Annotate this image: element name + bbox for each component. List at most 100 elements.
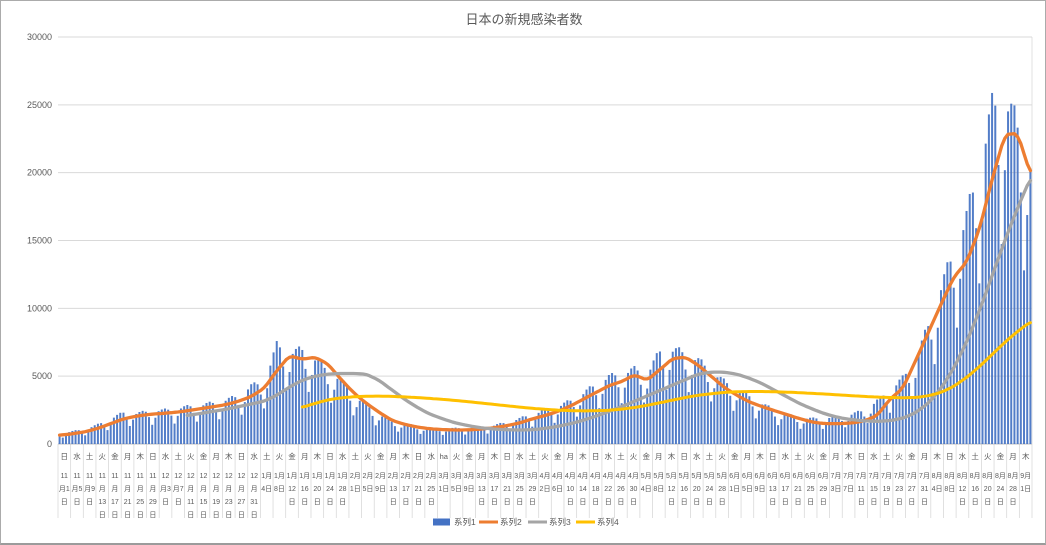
x-label-date-line: 13	[769, 486, 777, 493]
x-label-date-line: 日	[86, 498, 93, 506]
x-label-date-line: 2月	[375, 472, 386, 480]
x-label-weekday: 木	[579, 451, 587, 461]
x-label-date-line: 日	[567, 498, 574, 506]
x-label-date-line: 14	[579, 486, 587, 493]
x-label-date-line: 4日	[261, 485, 272, 493]
x-label-date-line: 3月	[527, 472, 538, 480]
x-label-date-line: 29	[529, 486, 537, 493]
x-label-date-line: 11	[99, 473, 106, 480]
x-label-date-line: 6月	[742, 472, 753, 480]
x-label-date-line: 月	[124, 485, 131, 493]
x-label-weekday: 水	[73, 451, 81, 461]
x-label-date-line: 11	[149, 473, 156, 480]
x-label-date-line: 日	[504, 498, 511, 506]
legend: 系列1 系列2 系列3 系列4	[433, 517, 619, 527]
x-label-weekday: 水	[162, 451, 170, 461]
x-label-date-line: 2月	[388, 472, 399, 480]
chart-title[interactable]: 日本の新規感染者数	[465, 12, 582, 27]
y-tick-label: 25000	[27, 100, 52, 110]
y-axis-labels: 0 5000 10000 15000 20000 25000 30000	[27, 32, 52, 449]
x-label-date-line: 2月	[400, 472, 411, 480]
x-label-date-line: 日	[339, 498, 346, 506]
x-label-date-line: 日	[162, 498, 169, 506]
line-series4[interactable]	[300, 321, 1032, 413]
legend-item-series2[interactable]: 系列2	[479, 517, 522, 527]
x-label-date-line: 22	[604, 486, 612, 493]
x-label-date-line: 17	[111, 499, 119, 506]
x-label-weekday: 月	[832, 452, 840, 461]
x-label-weekday: 金	[288, 451, 296, 461]
x-label-date-line: 8月	[995, 472, 1006, 480]
x-label-date-line: 7月	[894, 472, 905, 480]
x-label-date-line: 月	[111, 485, 118, 493]
legend-marker-bar	[433, 518, 450, 526]
x-label-date-line: 月	[225, 485, 232, 493]
x-label-date-line: 8月	[944, 472, 955, 480]
x-label-date-line: 7月	[868, 472, 879, 480]
x-label-date-line: 月	[99, 485, 106, 493]
x-label-date-line: 8日	[944, 485, 955, 493]
x-label-date-line: 12	[668, 486, 676, 493]
legend-item-series4[interactable]: 系列4	[576, 517, 619, 527]
x-label-weekday: 木	[756, 451, 764, 461]
x-label-date-line: 25	[516, 486, 524, 493]
x-label-date-line: 12	[238, 473, 246, 480]
x-label-date-line: 21	[124, 499, 132, 506]
x-label-weekday: 日	[415, 452, 423, 461]
x-label-weekday: 月	[478, 452, 486, 461]
x-label-weekday: 木	[668, 451, 676, 461]
x-label-weekday: 月	[301, 452, 309, 461]
legend-item-series1[interactable]: 系列1	[433, 517, 476, 527]
x-label-date-line: 5月	[691, 472, 702, 480]
x-label-date-line: 11	[111, 473, 118, 480]
x-label-weekday: 金	[111, 451, 119, 461]
x-label-date-line: 7月	[843, 472, 854, 480]
legend-label: 系列2	[500, 517, 522, 527]
x-label-date-line: 8月	[1008, 472, 1019, 480]
x-label-weekday: 土	[706, 451, 714, 461]
x-label-weekday: 土	[174, 451, 182, 461]
line-series2[interactable]	[57, 132, 1033, 437]
x-label-date-line: 3日	[830, 485, 841, 493]
x-label-date-line: 日	[959, 498, 966, 506]
x-label-weekday: 土	[352, 451, 360, 461]
x-label-date-line: 27	[238, 499, 246, 506]
x-label-date-line: 日	[693, 498, 700, 506]
x-label-weekday: 月	[124, 452, 132, 461]
x-label-date-line: 日	[390, 498, 397, 506]
x-label-date-line: 月	[213, 485, 220, 493]
x-label-date-line: 23	[895, 486, 903, 493]
x-label-weekday: 月	[389, 452, 397, 461]
x-label-weekday: 日	[680, 452, 688, 461]
x-label-date-line: 日	[668, 498, 675, 506]
x-label-date-line: 8月	[970, 472, 981, 480]
x-label-date-line: 18	[592, 486, 600, 493]
x-label-date-line: 日	[61, 498, 68, 506]
legend-item-series3[interactable]: 系列3	[528, 517, 571, 527]
x-label-date-line: 日	[883, 498, 890, 506]
x-label-date-line: 日	[795, 498, 802, 506]
x-label-date-line: 3月	[502, 472, 513, 480]
x-label-date-line: 日	[149, 511, 156, 519]
x-label-weekday: 土	[263, 451, 271, 461]
gridlines-group	[58, 36, 1032, 377]
x-label-date-line: 月1	[59, 485, 70, 493]
x-label-weekday: 木	[491, 451, 499, 461]
x-label-date-line: 4月	[628, 472, 639, 480]
x-label-date-line: 7月	[881, 472, 892, 480]
x-label-date-line: 10	[566, 486, 574, 493]
x-label-date-line: 日	[896, 498, 903, 506]
x-label-date-line: 4月	[565, 472, 576, 480]
x-label-date-line: 6月	[780, 472, 791, 480]
x-label-weekday: 火	[718, 452, 726, 461]
x-label-date-line: 6月	[729, 472, 740, 480]
x-label-date-line: 5日	[362, 485, 373, 493]
x-label-date-line: 1月	[337, 472, 348, 480]
x-label-weekday: ha	[440, 452, 449, 461]
x-label-date-line: 7月	[830, 472, 841, 480]
x-label-weekday: 土	[86, 451, 94, 461]
x-label-date-line: 11	[124, 473, 131, 480]
x-label-weekday: 木	[933, 451, 941, 461]
bars-series1[interactable]	[58, 92, 1032, 445]
